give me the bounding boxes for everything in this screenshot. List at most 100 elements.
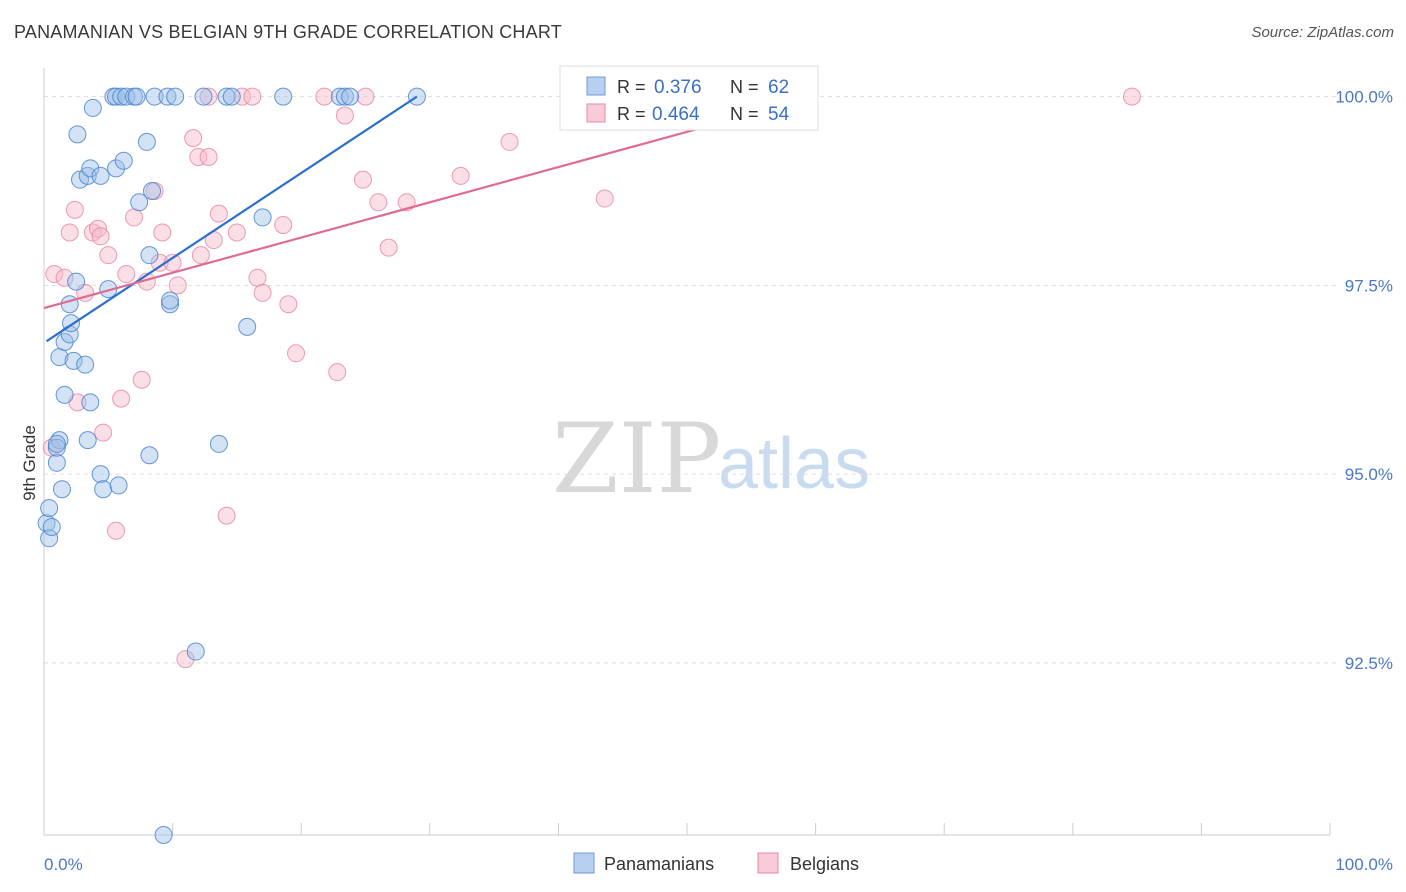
panamanian-point <box>47 434 66 453</box>
belgian-point <box>315 87 334 106</box>
y-tick-labels: 92.5% 95.0% 97.5% 100.0% <box>1335 88 1393 673</box>
panamanian-point <box>107 159 126 178</box>
belgian-point <box>356 87 375 106</box>
correlation-legend: R = 0.376 N = 62 R = 0.464 N = 54 <box>559 65 819 131</box>
y-tick-label: 92.5% <box>1345 654 1393 673</box>
belgian-point <box>500 132 519 151</box>
trend-lines <box>43 95 816 343</box>
legend-belgians-label: Belgians <box>790 854 859 874</box>
belgian-point <box>248 268 267 287</box>
belgians-points <box>42 87 1141 669</box>
panamanians-points <box>37 87 588 844</box>
belgian-point <box>209 204 228 223</box>
panamanian-point <box>209 434 228 453</box>
belgian-point <box>107 521 126 540</box>
legend-blue-r-value: 0.376 <box>654 77 702 98</box>
panamanian-point <box>274 87 293 106</box>
panamanian-point <box>114 151 133 170</box>
panamanian-point <box>161 291 180 310</box>
panamanian-point <box>161 295 180 314</box>
legend-panamanians-swatch <box>573 852 595 874</box>
belgian-point <box>243 87 262 106</box>
belgian-point <box>168 276 187 295</box>
belgian-point <box>1122 87 1141 106</box>
grid-lines <box>44 96 1340 664</box>
belgian-point <box>117 265 136 284</box>
panamanian-point <box>78 431 97 450</box>
panamanian-point <box>64 351 83 370</box>
belgian-point <box>99 246 118 265</box>
legend-panamanians-label: Panamanians <box>604 854 714 874</box>
panamanian-point <box>158 87 177 106</box>
panamanian-point <box>253 208 272 227</box>
panamanian-point <box>40 529 59 548</box>
panamanian-point <box>107 87 126 106</box>
panamanian-point <box>53 480 72 499</box>
panamanian-point <box>166 87 185 106</box>
belgian-point <box>451 166 470 185</box>
x-tick-label-min: 0.0% <box>44 855 83 874</box>
panamanian-point <box>76 355 95 374</box>
y-tick-label: 100.0% <box>1335 88 1393 107</box>
panamanian-point <box>194 87 213 106</box>
panamanian-point <box>42 517 61 536</box>
belgian-point <box>112 389 131 408</box>
legend-belgians-swatch <box>757 852 779 874</box>
panamanian-point <box>94 480 113 499</box>
belgian-point <box>91 227 110 246</box>
panamanian-point <box>143 181 162 200</box>
belgian-point <box>328 363 347 382</box>
panamanian-point <box>67 272 86 291</box>
legend-blue-r-label: R = <box>617 77 646 97</box>
belgian-point <box>287 344 306 363</box>
belgian-point <box>217 506 236 525</box>
panamanians-trend-line <box>45 95 418 343</box>
x-tick-labels: 0.0% 100.0% <box>44 855 1393 874</box>
source-label: Source: ZipAtlas.com <box>1251 24 1394 41</box>
y-tick-label: 97.5% <box>1345 276 1393 295</box>
panamanian-point <box>238 317 257 336</box>
panamanian-point <box>81 393 100 412</box>
panamanian-point <box>130 193 149 212</box>
belgian-point <box>369 193 388 212</box>
belgian-point <box>199 87 218 106</box>
belgian-point <box>184 129 203 148</box>
belgian-point <box>150 253 169 272</box>
panamanian-point <box>217 87 236 106</box>
belgian-point <box>595 189 614 208</box>
panamanian-point <box>127 87 146 106</box>
belgian-point <box>335 106 354 125</box>
y-tick-label: 95.0% <box>1345 465 1393 484</box>
belgian-point <box>94 423 113 442</box>
panamanian-point <box>68 125 87 144</box>
belgian-point <box>191 246 210 265</box>
panamanian-point <box>145 87 164 106</box>
panamanian-point <box>140 446 159 465</box>
panamanian-point <box>78 166 97 185</box>
legend-pink-r-value: 0.464 <box>652 104 700 125</box>
y-axis-title: 9th Grade <box>20 425 39 501</box>
panamanian-point <box>83 98 102 117</box>
panamanian-point <box>222 87 241 106</box>
belgian-point <box>279 295 298 314</box>
belgian-point <box>55 268 74 287</box>
panamanian-point <box>91 465 110 484</box>
belgian-point <box>274 215 293 234</box>
panamanian-point <box>186 642 205 661</box>
panamanian-point <box>112 87 131 106</box>
belgian-point <box>132 370 151 389</box>
belgian-point <box>199 148 218 167</box>
panamanian-point <box>140 246 159 265</box>
belgian-point <box>176 650 195 669</box>
belgian-point <box>189 148 208 167</box>
legend-blue-swatch <box>586 76 606 96</box>
belgian-point <box>379 238 398 257</box>
belgian-point <box>89 219 108 238</box>
watermark-zip: ZIP <box>552 403 721 515</box>
panamanian-point <box>55 385 74 404</box>
legend-pink-swatch <box>586 103 606 123</box>
chart-title: PANAMANIAN VS BELGIAN 9TH GRADE CORRELAT… <box>14 22 562 42</box>
watermark-atlas: atlas <box>718 424 870 504</box>
belgians-trend-line <box>43 95 816 310</box>
